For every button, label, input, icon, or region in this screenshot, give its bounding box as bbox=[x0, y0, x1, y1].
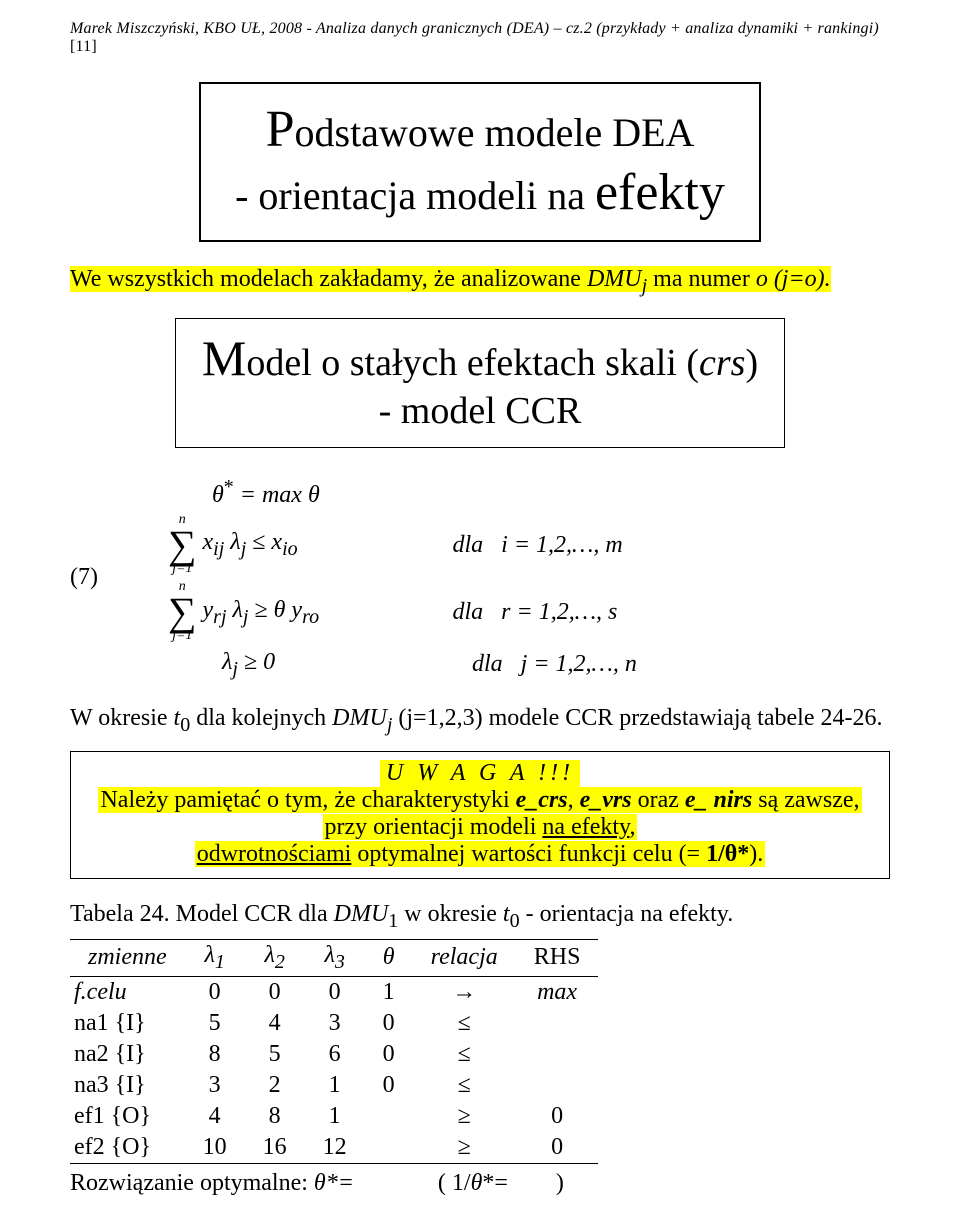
note-line2: przy orientacji modeli na efekty, bbox=[85, 814, 875, 841]
paragraph-tables-ref: W okresie t0 dla kolejnych DMUj (j=1,2,3… bbox=[70, 705, 890, 737]
eq-row-3: λj ≥ 0 dla j = 1,2,…, n bbox=[168, 649, 637, 680]
col-lambda2: λ2 bbox=[245, 939, 305, 976]
table-row: f.celu 0 0 0 1 → max bbox=[70, 976, 598, 1008]
subtitle-line1: Model o stałych efektach skali (crs) bbox=[202, 329, 758, 387]
equation-label: (7) bbox=[70, 564, 98, 591]
table-row: ef2 {O} 10 16 12 ≥ 0 bbox=[70, 1132, 598, 1164]
note-line3: odwrotnościami optymalnej wartości funkc… bbox=[85, 841, 875, 868]
col-lambda1: λ1 bbox=[185, 939, 245, 976]
eq-row-1: n ∑ j=1 xij λj ≤ xio dla i = 1,2,…, m bbox=[168, 514, 637, 575]
optimal-solution-line: Rozwiązanie optymalne: θ*= ( 1/θ*= ) bbox=[70, 1170, 890, 1197]
sigma-icon: n ∑ j=1 bbox=[168, 581, 197, 642]
col-zmienne: zmienne bbox=[70, 939, 185, 976]
col-theta: θ bbox=[365, 939, 413, 976]
header-text: Marek Miszczyński, KBO UŁ, 2008 - Analiz… bbox=[70, 20, 879, 37]
page: Marek Miszczyński, KBO UŁ, 2008 - Analiz… bbox=[0, 0, 960, 1227]
col-lambda3: λ3 bbox=[305, 939, 365, 976]
title-line2: - orientacja modeli na efekty bbox=[235, 163, 725, 222]
table-row: na1 {I} 5 4 3 0 ≤ bbox=[70, 1008, 598, 1039]
title-box: Podstawowe modele DEA - orientacja model… bbox=[199, 82, 761, 242]
subtitle-line2: - model CCR bbox=[202, 389, 758, 433]
intro-highlight: We wszystkich modelach zakładamy, że ana… bbox=[70, 266, 831, 292]
col-rhs: RHS bbox=[516, 939, 599, 976]
page-number: [11] bbox=[70, 38, 97, 55]
sigma-icon: n ∑ j=1 bbox=[168, 514, 197, 575]
running-header: Marek Miszczyński, KBO UŁ, 2008 - Analiz… bbox=[70, 20, 890, 56]
eq-row-2: n ∑ j=1 yrj λj ≥ θ yro dla r = 1,2,…, s bbox=[168, 581, 637, 642]
equation-body: θ* = max θ n ∑ j=1 xij λj ≤ xio dla i = … bbox=[168, 470, 637, 686]
note-title: U W A G A !!! bbox=[380, 760, 580, 787]
intro-paragraph: We wszystkich modelach zakładamy, że ana… bbox=[70, 266, 890, 298]
table-row: na2 {I} 8 5 6 0 ≤ bbox=[70, 1039, 598, 1070]
title-line1: Podstawowe modele DEA bbox=[235, 100, 725, 159]
subtitle-box: Model o stałych efektach skali (crs) - m… bbox=[175, 318, 785, 448]
table24: zmienne λ1 λ2 λ3 θ relacja RHS f.celu 0 … bbox=[70, 939, 598, 1164]
table-row: ef1 {O} 4 8 1 ≥ 0 bbox=[70, 1101, 598, 1132]
table24-caption: Tabela 24. Model CCR dla DMU1 w okresie … bbox=[70, 901, 890, 933]
col-relacja: relacja bbox=[413, 939, 516, 976]
table-row: na3 {I} 3 2 1 0 ≤ bbox=[70, 1070, 598, 1101]
table-header-row: zmienne λ1 λ2 λ3 θ relacja RHS bbox=[70, 939, 598, 976]
eq-row-objective: θ* = max θ bbox=[168, 476, 637, 508]
note-box: U W A G A !!! Należy pamiętać o tym, że … bbox=[70, 751, 890, 879]
equation-block: (7) θ* = max θ n ∑ j=1 xij λj ≤ xio dla … bbox=[70, 470, 890, 686]
note-line1: Należy pamiętać o tym, że charakterystyk… bbox=[85, 787, 875, 814]
